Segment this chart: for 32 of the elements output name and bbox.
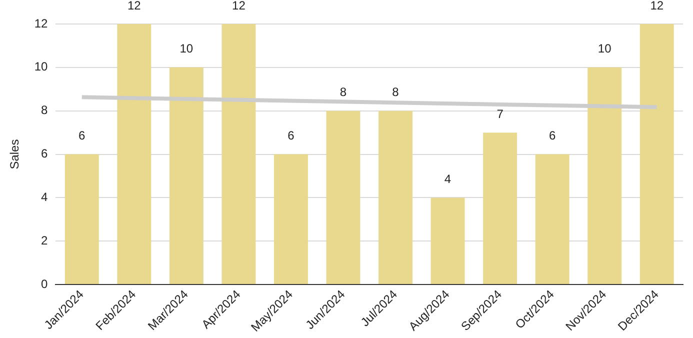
data-label: 12	[127, 0, 142, 12]
bar	[326, 110, 360, 284]
bar	[117, 24, 152, 284]
bar	[588, 67, 622, 284]
data-label: 8	[340, 85, 347, 100]
y-tick-label: 8	[41, 103, 48, 118]
data-label: 10	[180, 42, 194, 56]
y-tick-label: 0	[41, 276, 48, 291]
y-tick-label: 12	[34, 16, 48, 30]
bar	[430, 198, 465, 284]
data-label: 12	[232, 0, 246, 12]
bar	[378, 110, 412, 284]
bar	[483, 132, 518, 284]
y-tick-label: 6	[41, 146, 48, 161]
bar	[640, 24, 674, 284]
bar	[535, 154, 570, 284]
data-label: 12	[650, 0, 664, 12]
data-label: 8	[392, 85, 400, 100]
bar	[222, 24, 256, 284]
bar	[274, 154, 308, 284]
data-label: 10	[598, 42, 612, 56]
y-axis-title: Sales	[8, 139, 22, 170]
y-tick-label: 10	[34, 60, 48, 74]
bar	[64, 154, 99, 284]
data-label: 6	[78, 128, 86, 143]
y-tick-label: 2	[41, 233, 48, 248]
data-label: 4	[444, 172, 452, 186]
y-tick-label: 4	[41, 190, 48, 204]
data-label: 6	[548, 128, 556, 143]
data-label: 6	[288, 128, 295, 143]
bar	[169, 67, 204, 284]
data-label: 7	[496, 106, 504, 121]
